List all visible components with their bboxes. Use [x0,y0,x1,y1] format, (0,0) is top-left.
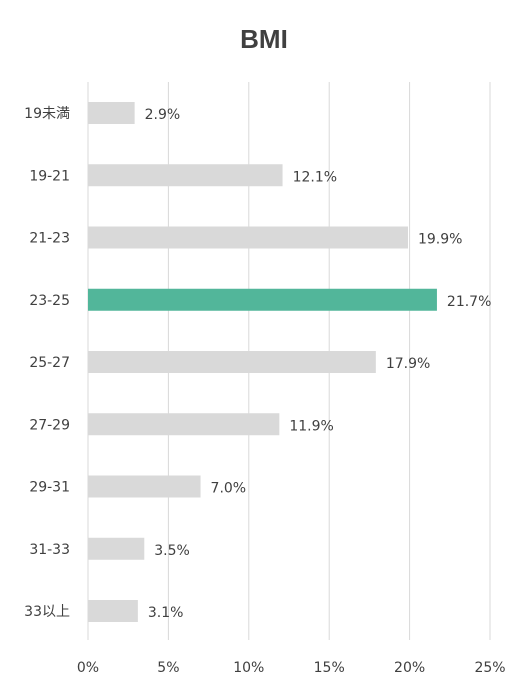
chart-title: BMI [240,24,288,54]
category-label: 29-31 [29,480,70,496]
category-label: 23-25 [29,293,70,309]
category-label: 19未満 [24,106,70,122]
x-tick-label: 0% [77,660,99,676]
data-label: 19.9% [418,232,462,248]
x-tick-label: 20% [394,660,425,676]
bar-27-29 [88,413,280,436]
labels: 0% 5% 10% 15% 20% 25% 19未満 2.9% 19-21 12.1% 21-23 1… [24,106,505,676]
bar-25-27 [88,351,376,373]
x-tick-label: 5% [157,660,179,676]
category-label: 19-21 [29,168,70,184]
bar-33以上 [88,600,138,622]
x-tick-label: 10% [233,660,264,676]
category-label: 27-29 [29,417,70,433]
bar-29-31 [88,475,201,498]
data-label: 17.9% [386,356,430,372]
category-label: 31-33 [29,542,70,558]
data-label: 2.9% [145,107,181,123]
bar-19未満 [88,102,135,124]
data-label: 11.9% [289,418,333,434]
x-tick-label: 25% [474,660,505,676]
category-label: 21-23 [29,231,70,247]
category-label: 33以上 [24,604,70,620]
bar-21-23 [88,226,408,249]
bars [88,102,437,622]
bar-31-33 [88,537,145,560]
data-label: 3.5% [154,543,190,559]
data-label: 21.7% [447,294,491,310]
data-label: 12.1% [293,169,337,185]
bar-23-25 [88,288,437,311]
data-label: 7.0% [211,481,247,497]
x-tick-label: 15% [314,660,345,676]
category-label: 25-27 [29,355,70,371]
data-label: 3.1% [148,605,184,621]
bar-19-21 [88,164,283,187]
